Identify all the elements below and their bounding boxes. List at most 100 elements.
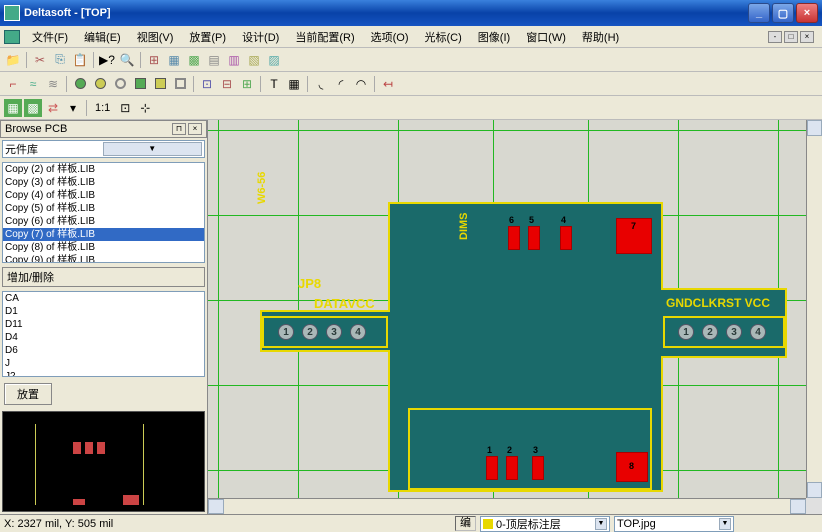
scrollbar-vertical[interactable]	[806, 120, 822, 498]
pad-left: 3	[326, 324, 342, 340]
library-item[interactable]: Copy (6) of 样板.LIB	[3, 215, 204, 228]
library-item[interactable]: Copy (2) of 样板.LIB	[3, 163, 204, 176]
part-item[interactable]: J2	[3, 370, 204, 378]
library-item[interactable]: Copy (7) of 样板.LIB	[3, 228, 204, 241]
library-item[interactable]: Copy (9) of 样板.LIB	[3, 254, 204, 263]
close-button[interactable]: ×	[796, 3, 818, 23]
scrollbar-horizontal[interactable]	[208, 498, 806, 514]
place-button[interactable]: 放置	[4, 383, 52, 405]
grid-g2-icon[interactable]: ▩	[24, 99, 42, 117]
zoom-tool-icon[interactable]: ⊡	[116, 99, 134, 117]
canvas-area: JP8 DATAVCC GNDCLKRST VCC W6-56 DIMS 123…	[208, 120, 822, 514]
comp-icon[interactable]: ⊡	[198, 75, 216, 93]
library-item[interactable]: Copy (4) of 样板.LIB	[3, 189, 204, 202]
square-o-icon[interactable]	[171, 75, 189, 93]
library-combo[interactable]: 元件库 ▼	[2, 140, 205, 158]
wave2-icon[interactable]: ≋	[44, 75, 62, 93]
circle-o-icon[interactable]	[111, 75, 129, 93]
menu-options[interactable]: 选项(O)	[363, 27, 417, 47]
library-item[interactable]: Copy (3) of 样板.LIB	[3, 176, 204, 189]
menu-cursor[interactable]: 光标(C)	[417, 27, 470, 47]
part-list[interactable]: CAD1D11D4D6JJ2J3JP1JP2	[2, 291, 205, 378]
tool-f-icon[interactable]: ▧	[245, 51, 263, 69]
arc2-icon[interactable]: ◜	[332, 75, 350, 93]
menu-window[interactable]: 窗口(W)	[518, 27, 574, 47]
menu-image[interactable]: 图像(I)	[470, 27, 518, 47]
circle-g-icon[interactable]	[71, 75, 89, 93]
menu-place[interactable]: 放置(P)	[181, 27, 234, 47]
maximize-button[interactable]: ▢	[772, 3, 794, 23]
menu-config[interactable]: 当前配置(R)	[287, 27, 362, 47]
panel-pin-icon[interactable]: ⊓	[172, 123, 186, 135]
panel-header: Browse PCB ⊓ ×	[0, 120, 207, 138]
pad-right: 3	[726, 324, 742, 340]
menu-help[interactable]: 帮助(H)	[574, 27, 627, 47]
square-g-icon[interactable]	[131, 75, 149, 93]
title-bar: Deltasoft - [TOP] _ ▢ ×	[0, 0, 822, 26]
drop-icon[interactable]: ▾	[64, 99, 82, 117]
circle-y-icon[interactable]	[91, 75, 109, 93]
wave1-icon[interactable]: ≈	[24, 75, 42, 93]
snap-icon[interactable]: ⊹	[136, 99, 154, 117]
minimap[interactable]	[2, 411, 205, 512]
part-item[interactable]: D6	[3, 344, 204, 357]
line-icon[interactable]: ⌐	[4, 75, 22, 93]
part-item[interactable]: J	[3, 357, 204, 370]
menu-edit[interactable]: 编辑(E)	[76, 27, 129, 47]
design-canvas[interactable]: JP8 DATAVCC GNDCLKRST VCC W6-56 DIMS 123…	[208, 120, 806, 498]
part-item[interactable]: D4	[3, 331, 204, 344]
grid-g-icon[interactable]: ▦	[4, 99, 22, 117]
part-item[interactable]: D11	[3, 318, 204, 331]
zoom-label: 1:1	[91, 102, 114, 114]
part-item[interactable]: D1	[3, 305, 204, 318]
zoom-in-icon[interactable]: 🔍	[118, 51, 136, 69]
menu-file[interactable]: 文件(F)	[24, 27, 76, 47]
pointer-icon[interactable]: ▶?	[98, 51, 116, 69]
library-list[interactable]: Copy (2) of 样板.LIBCopy (3) of 样板.LIBCopy…	[2, 162, 205, 263]
dim-icon[interactable]: ↤	[379, 75, 397, 93]
copy-icon[interactable]: ⎘	[51, 51, 69, 69]
tool-g-icon[interactable]: ▨	[265, 51, 283, 69]
pad-right: 1	[678, 324, 694, 340]
arc1-icon[interactable]: ◟	[312, 75, 330, 93]
add-remove-label[interactable]: 增加/删除	[2, 267, 205, 287]
paste-icon[interactable]: 📋	[71, 51, 89, 69]
status-layer-combo[interactable]: 0-顶层标注层 ▼	[480, 516, 610, 532]
smd-top-2: 5	[528, 226, 540, 250]
open-icon[interactable]: 📁	[4, 51, 22, 69]
tool-c-icon[interactable]: ▩	[185, 51, 203, 69]
tool-d-icon[interactable]: ▤	[205, 51, 223, 69]
tool-b-icon[interactable]: ▦	[165, 51, 183, 69]
swap-icon[interactable]: ⇄	[44, 99, 62, 117]
status-file-combo[interactable]: TOP.jpg ▼	[614, 516, 734, 532]
toolbar-2: ⌐ ≈ ≋ ⊡ ⊟ ⊞ T ▦ ◟ ◜ ◠ ↤	[0, 72, 822, 96]
pad-right: 4	[750, 324, 766, 340]
app-icon	[4, 5, 20, 21]
mdi-min[interactable]: -	[768, 31, 782, 43]
menu-design[interactable]: 设计(D)	[234, 27, 287, 47]
minimize-button[interactable]: _	[748, 3, 770, 23]
arc3-icon[interactable]: ◠	[352, 75, 370, 93]
lib-icon[interactable]: ⊞	[238, 75, 256, 93]
toolbar-3: ▦ ▩ ⇄ ▾ 1:1 ⊡ ⊹	[0, 96, 822, 120]
library-item[interactable]: Copy (5) of 样板.LIB	[3, 202, 204, 215]
library-item[interactable]: Copy (8) of 样板.LIB	[3, 241, 204, 254]
window-title: Deltasoft - [TOP]	[24, 7, 746, 19]
status-bar: X: 2327 mil, Y: 505 mil 编 0-顶层标注层 ▼ TOP.…	[0, 514, 822, 532]
cut-icon[interactable]: ✂	[31, 51, 49, 69]
mdi-close[interactable]: ×	[800, 31, 814, 43]
chevron-down-icon: ▼	[595, 518, 607, 530]
mdi-restore[interactable]: □	[784, 31, 798, 43]
part-item[interactable]: CA	[3, 292, 204, 305]
smd-big-top: 7	[616, 218, 652, 254]
text-icon[interactable]: T	[265, 75, 283, 93]
silk-w656: W6-56	[256, 172, 268, 204]
panel-close-icon[interactable]: ×	[188, 123, 202, 135]
square-y-icon[interactable]	[151, 75, 169, 93]
menu-view[interactable]: 视图(V)	[129, 27, 182, 47]
tool-e-icon[interactable]: ▥	[225, 51, 243, 69]
pin-icon[interactable]: ⊟	[218, 75, 236, 93]
status-coords: X: 2327 mil, Y: 505 mil	[4, 518, 113, 530]
tool-a-icon[interactable]: ⊞	[145, 51, 163, 69]
grid-icon[interactable]: ▦	[285, 75, 303, 93]
